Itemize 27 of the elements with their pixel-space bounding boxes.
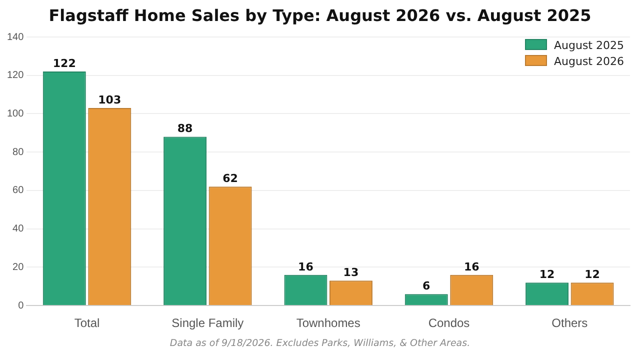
y-tick-label: 40 <box>12 224 24 235</box>
data-label: 16 <box>298 260 314 274</box>
x-tick-label: Single Family <box>172 316 244 330</box>
data-label: 103 <box>98 93 122 106</box>
data-label: 12 <box>584 268 600 281</box>
x-tick-label: Condos <box>428 316 470 330</box>
y-tick-label: 0 <box>18 300 24 312</box>
y-tick-label: 140 <box>6 32 24 43</box>
data-label: 6 <box>422 279 431 292</box>
legend-label: August 2025 <box>553 38 624 54</box>
y-tick-label: 20 <box>12 262 24 273</box>
data-label: 13 <box>343 266 359 280</box>
data-label: 62 <box>222 172 238 186</box>
y-tick-label: 120 <box>6 70 24 82</box>
data-label: 16 <box>464 260 480 274</box>
data-label: 88 <box>177 122 193 136</box>
y-tick-label: 80 <box>12 146 24 158</box>
legend-label: August 2026 <box>553 54 624 70</box>
chart-title: Flagstaff Home Sales by Type: August 2026 vs. August 2025 <box>48 6 592 25</box>
x-tick-label: Total <box>74 316 100 330</box>
data-label: 122 <box>52 56 76 70</box>
y-tick-label: 100 <box>6 108 24 120</box>
text: Data as of 9/18/2026. Excludes Parks, Williams, & Other Areas. <box>168 338 472 349</box>
data-label: 12 <box>539 268 555 281</box>
x-tick-label: Townhomes <box>296 316 360 330</box>
x-tick-label: Others <box>552 316 588 330</box>
y-tick-label: 60 <box>12 185 24 196</box>
